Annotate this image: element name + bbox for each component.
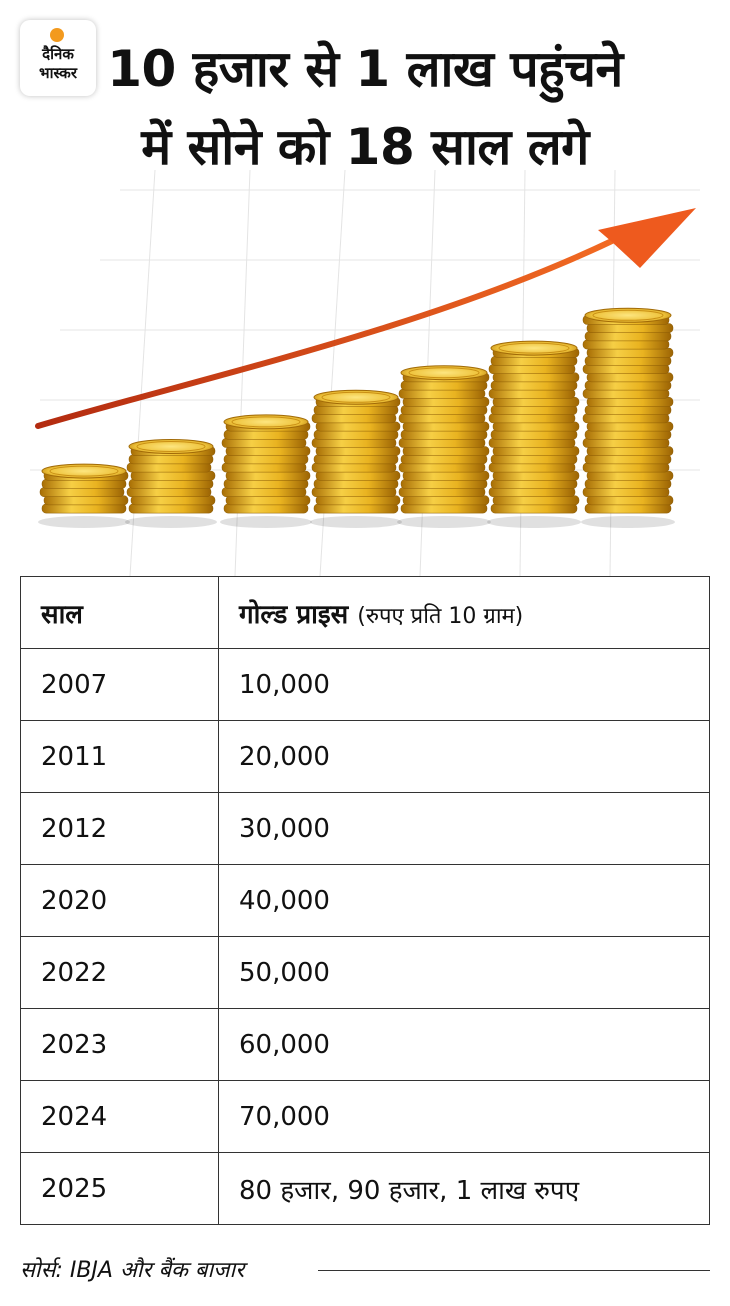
logo-text-line2: भास्कर xyxy=(39,64,77,82)
table-row: 2023 60,000 xyxy=(20,1008,710,1081)
header-price-label: गोल्ड प्राइस xyxy=(239,599,349,630)
price-cell: 80 हजार, 90 हजार, 1 लाख रुपए xyxy=(218,1152,710,1225)
table-header-row: साल गोल्ड प्राइस (रुपए प्रति 10 ग्राम) xyxy=(20,576,710,649)
year-cell: 2011 xyxy=(20,720,219,793)
coin-stack xyxy=(310,389,402,528)
logo-sun-icon xyxy=(50,28,64,42)
source-divider xyxy=(318,1270,710,1271)
gold-coin-stacks-with-rising-arrow-icon xyxy=(30,169,700,576)
price-cell: 10,000 xyxy=(218,648,710,721)
price-cell: 20,000 xyxy=(218,720,710,793)
logo-text-line1: दैनिक xyxy=(42,45,74,63)
price-cell: 30,000 xyxy=(218,792,710,865)
table-row: 2012 30,000 xyxy=(20,792,710,865)
source-note: सोर्स: IBJA और बैंक बाजार xyxy=(20,1258,245,1283)
price-cell: 60,000 xyxy=(218,1008,710,1081)
headline: 10 हजार से 1 लाख पहुंचने में सोने को 18 … xyxy=(107,40,623,176)
coin-stack xyxy=(397,365,491,528)
coin-stack xyxy=(220,414,312,528)
table-row: 2007 10,000 xyxy=(20,648,710,721)
year-cell: 2007 xyxy=(20,648,219,721)
year-cell: 2020 xyxy=(20,864,219,937)
rising-arrow-shaft xyxy=(35,237,617,429)
year-cell: 2012 xyxy=(20,792,219,865)
table-row: 2011 20,000 xyxy=(20,720,710,793)
table-row: 2020 40,000 xyxy=(20,864,710,937)
coin-stack xyxy=(581,307,675,528)
coin-stack xyxy=(487,340,581,528)
arrow-head xyxy=(598,208,696,268)
dainik-bhaskar-logo: दैनिक भास्कर xyxy=(20,20,96,96)
year-cell: 2023 xyxy=(20,1008,219,1081)
table-row: 2022 50,000 xyxy=(20,936,710,1009)
year-cell: 2022 xyxy=(20,936,219,1009)
header-price: गोल्ड प्राइस (रुपए प्रति 10 ग्राम) xyxy=(218,576,710,649)
price-cell: 70,000 xyxy=(218,1080,710,1153)
table-row: 2025 80 हजार, 90 हजार, 1 लाख रुपए xyxy=(20,1152,710,1225)
price-cell: 40,000 xyxy=(218,864,710,937)
header-year: साल xyxy=(20,576,219,649)
year-cell: 2025 xyxy=(20,1152,219,1225)
coin-stack xyxy=(125,439,217,528)
table-row: 2024 70,000 xyxy=(20,1080,710,1153)
price-cell: 50,000 xyxy=(218,936,710,1009)
year-cell: 2024 xyxy=(20,1080,219,1153)
gold-price-table: साल गोल्ड प्राइस (रुपए प्रति 10 ग्राम) 2… xyxy=(20,576,710,1225)
coin-stack xyxy=(38,463,130,528)
header-price-unit: (रुपए प्रति 10 ग्राम) xyxy=(357,603,524,629)
